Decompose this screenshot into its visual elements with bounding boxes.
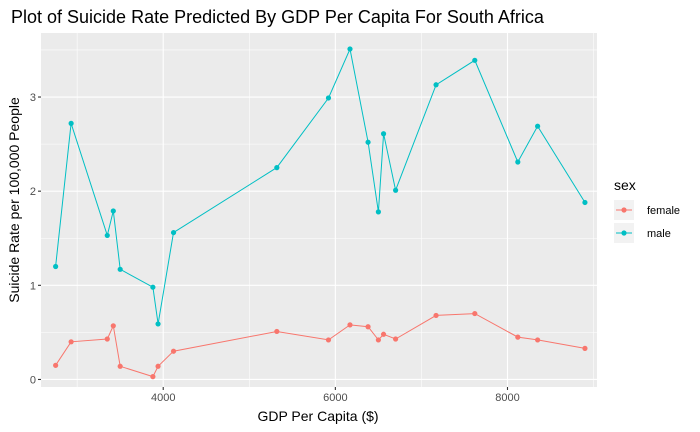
legend-item-male: male xyxy=(614,223,671,243)
data-point-female xyxy=(433,312,439,319)
plot-panel xyxy=(41,33,597,387)
series-female xyxy=(53,310,588,380)
data-point-male xyxy=(117,266,123,272)
data-point-female xyxy=(325,337,332,343)
data-point-male xyxy=(68,120,74,126)
data-point-male xyxy=(582,199,588,206)
series-line-female xyxy=(55,313,586,378)
y-tick-label: 1 xyxy=(30,280,36,292)
data-point-male xyxy=(170,229,177,236)
data-point-female xyxy=(117,363,123,369)
data-point-female xyxy=(53,362,59,368)
data-point-male xyxy=(472,57,478,63)
x-tick-label: 4000 xyxy=(151,392,175,404)
x-axis-title: GDP Per Capita ($) xyxy=(257,408,378,424)
data-point-male xyxy=(104,232,110,239)
data-point-male xyxy=(150,284,156,290)
data-point-female xyxy=(582,345,588,351)
data-point-male xyxy=(380,131,387,137)
data-point-male xyxy=(375,209,381,215)
data-point-male xyxy=(274,165,280,171)
data-point-male xyxy=(535,123,541,129)
data-point-male xyxy=(347,46,353,52)
data-point-male xyxy=(53,263,59,270)
legend-title: sex xyxy=(614,177,636,193)
data-point-female xyxy=(274,328,280,335)
data-point-female xyxy=(365,324,371,330)
data-point-female xyxy=(535,337,541,343)
data-point-female xyxy=(150,374,156,380)
data-point-female xyxy=(155,363,161,369)
data-point-male xyxy=(365,139,371,145)
data-point-female xyxy=(380,331,387,337)
data-point-female xyxy=(375,337,381,343)
data-point-male xyxy=(110,208,116,214)
legend: sex female male xyxy=(614,177,680,243)
legend-label-male: male xyxy=(647,228,671,240)
x-tick-label: 6000 xyxy=(323,392,347,404)
data-point-male xyxy=(433,82,439,88)
data-point-female xyxy=(170,348,177,354)
series-male xyxy=(53,46,588,327)
x-tick-label: 8000 xyxy=(495,392,519,404)
series-layer xyxy=(53,46,588,380)
legend-label-female: female xyxy=(647,205,680,217)
series-line-male xyxy=(55,47,586,324)
data-point-male xyxy=(325,95,332,101)
y-tick-label: 2 xyxy=(30,186,36,198)
legend-key-point xyxy=(621,230,627,236)
data-point-female xyxy=(393,336,399,342)
data-point-female xyxy=(68,339,74,345)
data-point-female xyxy=(110,323,116,329)
legend-key-point xyxy=(621,207,627,213)
y-axis-title: Suicide Rate per 100,000 People xyxy=(6,97,22,303)
y-tick-label: 3 xyxy=(30,92,36,104)
data-point-female xyxy=(347,322,353,328)
data-point-male xyxy=(515,159,521,165)
data-point-female xyxy=(515,334,521,340)
y-tick-label: 0 xyxy=(30,374,36,386)
axis-ticks: 4000 6000 8000 0 1 2 3 xyxy=(30,92,520,404)
data-point-male xyxy=(393,187,399,193)
data-point-male xyxy=(155,321,161,327)
chart-title: Plot of Suicide Rate Predicted By GDP Pe… xyxy=(11,7,545,27)
grid xyxy=(41,33,597,387)
data-point-female xyxy=(104,336,110,342)
data-point-female xyxy=(472,310,478,317)
legend-item-female: female xyxy=(614,200,680,220)
